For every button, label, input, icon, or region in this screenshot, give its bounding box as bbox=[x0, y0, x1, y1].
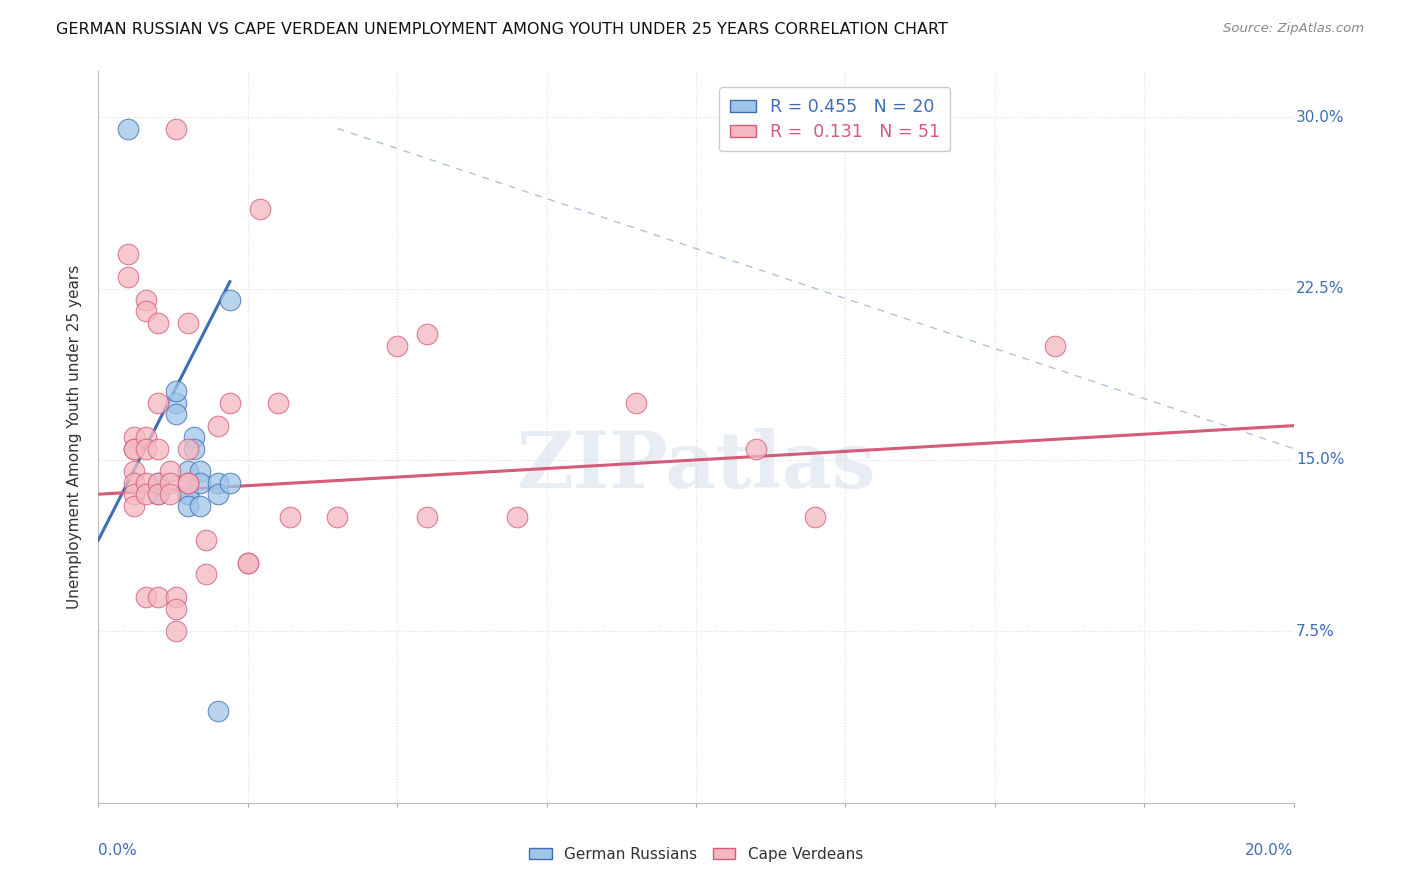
Point bbox=[177, 487, 200, 501]
Point bbox=[183, 442, 205, 456]
Point bbox=[219, 475, 242, 490]
Point bbox=[207, 705, 229, 719]
Point bbox=[135, 442, 157, 456]
Point bbox=[177, 499, 200, 513]
Point bbox=[177, 475, 200, 490]
Point bbox=[177, 442, 200, 456]
Point bbox=[177, 475, 200, 490]
Point bbox=[188, 499, 211, 513]
Point bbox=[135, 475, 157, 490]
Point bbox=[506, 510, 529, 524]
Point bbox=[165, 624, 187, 639]
Point bbox=[124, 430, 146, 444]
Point bbox=[148, 475, 170, 490]
Point bbox=[416, 327, 439, 342]
Point bbox=[219, 293, 242, 307]
Point bbox=[177, 487, 200, 501]
Point bbox=[135, 487, 157, 501]
Point bbox=[267, 396, 290, 410]
Legend: German Russians, Cape Verdeans: German Russians, Cape Verdeans bbox=[523, 841, 869, 868]
Point bbox=[148, 487, 170, 501]
Point bbox=[159, 487, 181, 501]
Point bbox=[165, 121, 187, 136]
Point bbox=[385, 338, 409, 352]
Point bbox=[745, 442, 768, 456]
Point bbox=[207, 487, 229, 501]
Point bbox=[124, 442, 146, 456]
Point bbox=[183, 430, 205, 444]
Point bbox=[188, 464, 211, 478]
Point bbox=[165, 384, 187, 399]
Point bbox=[124, 475, 146, 490]
Point bbox=[165, 590, 187, 604]
Point bbox=[165, 396, 187, 410]
Point bbox=[148, 590, 170, 604]
Text: 22.5%: 22.5% bbox=[1296, 281, 1344, 296]
Point bbox=[124, 487, 146, 501]
Point bbox=[207, 475, 229, 490]
Point bbox=[159, 475, 181, 490]
Text: 30.0%: 30.0% bbox=[1296, 110, 1344, 125]
Point bbox=[249, 202, 271, 216]
Point bbox=[124, 499, 146, 513]
Point bbox=[124, 464, 146, 478]
Point bbox=[177, 316, 200, 330]
Point bbox=[804, 510, 827, 524]
Point bbox=[135, 304, 157, 318]
Point bbox=[278, 510, 301, 524]
Point bbox=[124, 442, 146, 456]
Point bbox=[416, 510, 439, 524]
Point bbox=[165, 407, 187, 421]
Point bbox=[194, 533, 218, 547]
Point bbox=[148, 316, 170, 330]
Point bbox=[135, 590, 157, 604]
Point bbox=[207, 418, 229, 433]
Point bbox=[135, 293, 157, 307]
Y-axis label: Unemployment Among Youth under 25 years: Unemployment Among Youth under 25 years bbox=[67, 265, 83, 609]
Point bbox=[177, 464, 200, 478]
Point bbox=[159, 464, 181, 478]
Point bbox=[194, 567, 218, 582]
Text: ZIPatlas: ZIPatlas bbox=[516, 428, 876, 504]
Point bbox=[148, 475, 170, 490]
Point bbox=[117, 121, 139, 136]
Point bbox=[624, 396, 647, 410]
Text: 20.0%: 20.0% bbox=[1246, 843, 1294, 858]
Point bbox=[117, 247, 139, 261]
Text: GERMAN RUSSIAN VS CAPE VERDEAN UNEMPLOYMENT AMONG YOUTH UNDER 25 YEARS CORRELATI: GERMAN RUSSIAN VS CAPE VERDEAN UNEMPLOYM… bbox=[56, 22, 948, 37]
Text: 0.0%: 0.0% bbox=[98, 843, 138, 858]
Point bbox=[117, 270, 139, 285]
Text: Source: ZipAtlas.com: Source: ZipAtlas.com bbox=[1223, 22, 1364, 36]
Point bbox=[1043, 338, 1066, 352]
Point bbox=[165, 601, 187, 615]
Text: 15.0%: 15.0% bbox=[1296, 452, 1344, 467]
Point bbox=[236, 556, 259, 570]
Point bbox=[148, 487, 170, 501]
Point bbox=[188, 475, 211, 490]
Point bbox=[236, 556, 259, 570]
Point bbox=[219, 396, 242, 410]
Point bbox=[148, 442, 170, 456]
Point bbox=[148, 396, 170, 410]
Point bbox=[135, 430, 157, 444]
Text: 7.5%: 7.5% bbox=[1296, 624, 1334, 639]
Point bbox=[326, 510, 349, 524]
